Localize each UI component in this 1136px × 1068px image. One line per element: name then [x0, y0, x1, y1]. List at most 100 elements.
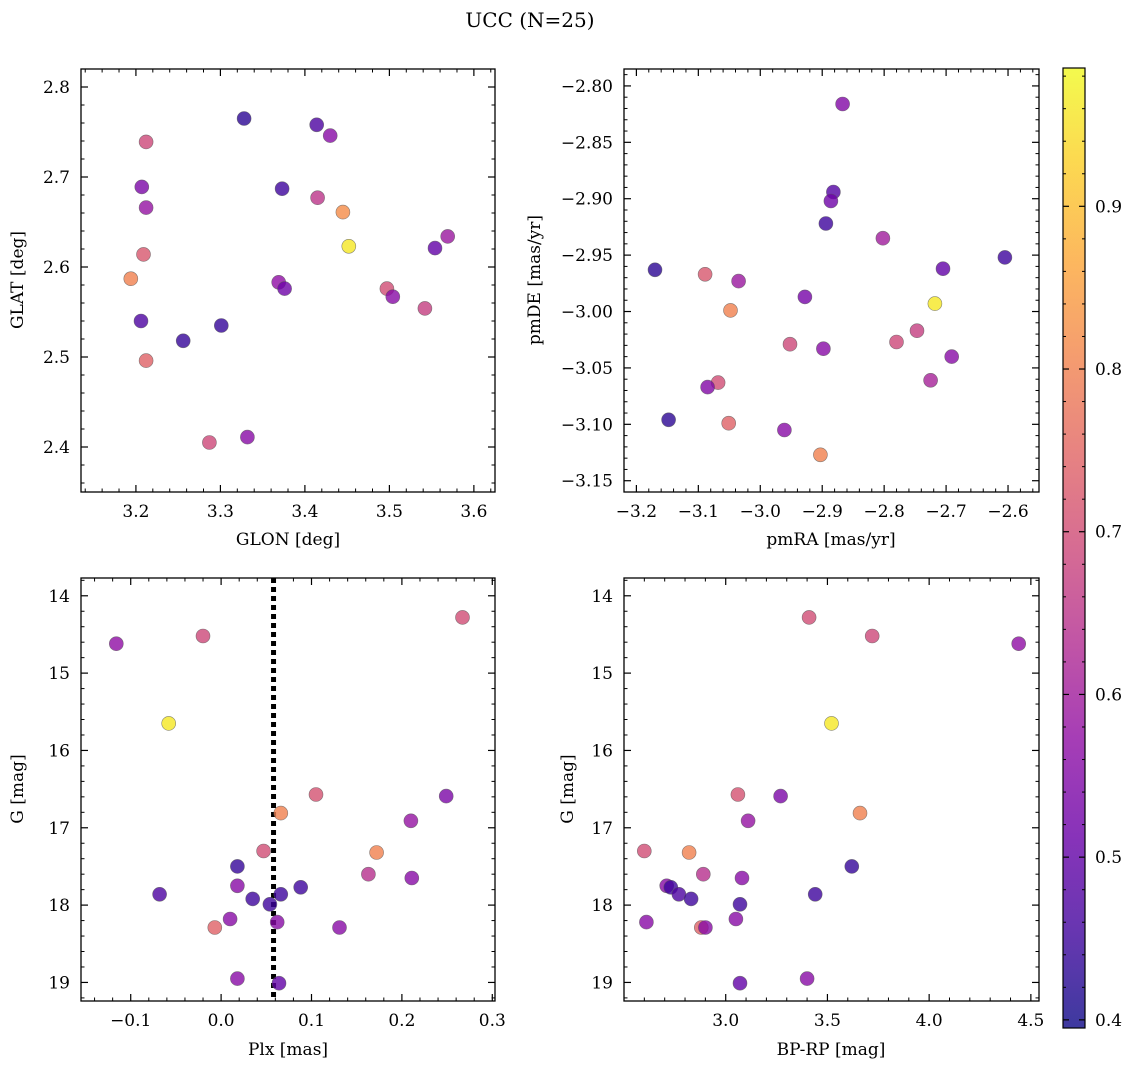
x-tick-label: −3.2 [616, 502, 657, 522]
data-point [256, 843, 271, 859]
figure-title: UCC (N=25) [465, 8, 594, 32]
colorbar-tick-label: 0.5 [1095, 848, 1122, 868]
x-tick-label: −2.7 [925, 502, 966, 522]
y-tick-label: 16 [48, 741, 70, 761]
data-point [109, 636, 124, 652]
x-tick-label: −3.1 [678, 502, 719, 522]
data-point [240, 429, 255, 445]
x-tick-label: 3.3 [207, 502, 234, 522]
colorbar-tick-label: 0.9 [1095, 197, 1122, 217]
data-point [245, 891, 260, 907]
y-tick-label: −2.95 [561, 246, 613, 266]
x-tick-label: 3.0 [712, 1011, 739, 1031]
y-axis-label: GLAT [deg] [8, 231, 28, 329]
data-point [309, 117, 325, 133]
y-tick-label: 2.6 [43, 258, 70, 278]
axis-ticks: −3.2 −3.1 −3.0 −2.9 −2.8 −2.7 −2.6 −2.80 −2.85 −2… [561, 69, 1039, 522]
data-point [671, 886, 687, 902]
data-point [455, 610, 470, 625]
y-tick-label: 18 [48, 896, 70, 916]
data-point [138, 353, 154, 368]
data-point [230, 878, 245, 894]
data-point [271, 975, 287, 991]
colorbar-tick-label: 0.6 [1095, 685, 1122, 705]
data-point [909, 323, 925, 339]
y-tick-label: −2.80 [561, 77, 613, 97]
y-tick-label: 17 [48, 819, 70, 839]
data-point [369, 845, 384, 860]
data-point [427, 240, 443, 256]
data-point [152, 886, 167, 902]
data-point [195, 628, 211, 644]
y-axis-label: G [mag] [558, 754, 578, 823]
data-point [923, 372, 938, 388]
scatter-points [109, 578, 470, 1001]
y-tick-label: −3.00 [561, 303, 613, 323]
y-tick-label: 19 [48, 973, 70, 993]
axis-ticks: 3.2 3.3 3.4 3.5 3.6 2.4 2.5 2.6 2.7 2.8 [43, 68, 495, 522]
x-axis-label: GLON [deg] [236, 530, 340, 550]
data-point [202, 435, 217, 450]
colorbar-ticks: 0.4 0.5 0.6 0.7 0.8 0.9 [1063, 75, 1122, 1031]
y-tick-label: 2.5 [43, 348, 70, 368]
data-point [683, 891, 699, 907]
y-tick-label: −2.90 [561, 190, 613, 210]
data-point [700, 379, 715, 395]
data-point [997, 250, 1013, 265]
y-tick-label: −3.15 [561, 472, 613, 492]
data-point [777, 422, 792, 438]
panel-glon-glat: 3.2 3.3 3.4 3.5 3.6 2.4 2.5 2.6 2.7 2.8 GLON [deg… [8, 68, 496, 550]
data-point [236, 111, 252, 126]
x-tick-label: 3.5 [814, 1011, 841, 1031]
x-tick-label: −2.6 [987, 502, 1028, 522]
data-point [661, 412, 676, 428]
data-point [293, 879, 309, 895]
axes-frame [80, 68, 496, 493]
axes-frame [80, 577, 496, 1002]
y-tick-label: 16 [591, 741, 613, 761]
scatter-points [123, 111, 456, 450]
y-tick-label: −3.05 [561, 359, 613, 379]
data-point [875, 230, 891, 246]
data-point [734, 870, 750, 886]
axes-frame [623, 577, 1040, 1002]
y-tick-label: 17 [591, 819, 613, 839]
colorbar-tick-label: 0.7 [1095, 523, 1122, 543]
colorbar-bar [1062, 67, 1086, 1029]
data-point [308, 787, 324, 802]
data-point [935, 261, 951, 277]
x-axis-label: BP-RP [mag] [777, 1040, 886, 1060]
data-point [134, 179, 150, 195]
data-point [782, 336, 798, 352]
data-point [277, 281, 292, 296]
y-tick-label: 2.8 [43, 78, 70, 98]
data-point [1011, 636, 1027, 652]
axis-ticks: 3.0 3.5 4.0 4.5 14 15 16 17 18 19 [591, 578, 1044, 1031]
y-axis-label: G [mag] [8, 754, 28, 823]
data-point [636, 843, 652, 859]
x-tick-label: 0.3 [479, 1011, 506, 1031]
data-point [695, 866, 711, 882]
data-point [274, 181, 290, 196]
data-point [269, 914, 285, 930]
data-point [361, 866, 376, 882]
axes-frame [623, 68, 1040, 493]
data-point [417, 301, 433, 316]
data-point [864, 628, 880, 644]
data-point [230, 971, 245, 986]
data-point [214, 318, 229, 333]
x-tick-label: 4.0 [916, 1011, 943, 1031]
axis-ticks: −0.1 0.0 0.1 0.2 0.3 14 15 16 17 18 19 [48, 578, 506, 1031]
data-point [823, 193, 839, 209]
x-tick-label: 4.5 [1017, 1011, 1044, 1031]
x-tick-label: 3.6 [460, 502, 487, 522]
data-point [723, 303, 738, 318]
x-axis-label: pmRA [mas/yr] [766, 530, 895, 550]
data-point [332, 920, 347, 935]
x-tick-label: 0.1 [298, 1011, 325, 1031]
data-point [740, 813, 756, 829]
data-point [818, 216, 834, 231]
y-tick-label: 2.7 [43, 168, 70, 188]
x-tick-label: 3.4 [291, 502, 318, 522]
